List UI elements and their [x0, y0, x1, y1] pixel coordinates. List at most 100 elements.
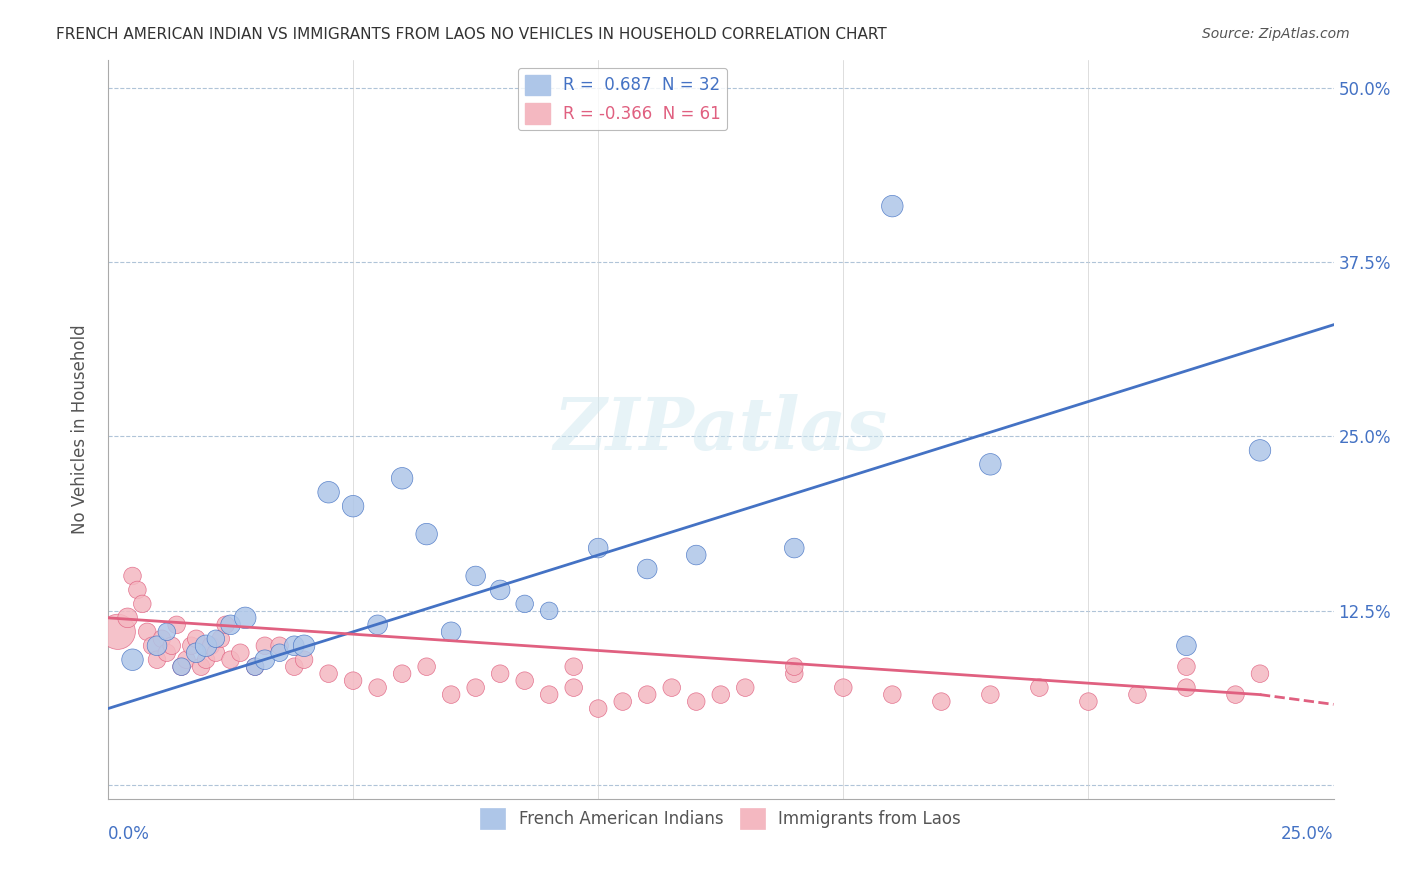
Point: [636, 562, 658, 576]
Point: [1126, 688, 1149, 702]
Point: [586, 541, 609, 555]
Point: [562, 659, 585, 673]
Point: [1175, 639, 1198, 653]
Text: 25.0%: 25.0%: [1281, 825, 1333, 843]
Point: [882, 688, 904, 702]
Point: [538, 604, 561, 618]
Point: [269, 646, 291, 660]
Point: [141, 639, 163, 653]
Point: [269, 639, 291, 653]
Point: [205, 632, 228, 646]
Point: [367, 681, 389, 695]
Point: [150, 632, 173, 646]
Point: [1077, 695, 1099, 709]
Point: [979, 688, 1001, 702]
Point: [283, 639, 305, 653]
Point: [367, 617, 389, 632]
Point: [489, 582, 512, 597]
Point: [292, 653, 315, 667]
Point: [783, 666, 806, 681]
Point: [513, 673, 536, 688]
Point: [190, 659, 212, 673]
Point: [219, 617, 242, 632]
Point: [1249, 666, 1271, 681]
Point: [734, 681, 756, 695]
Point: [146, 653, 169, 667]
Point: [931, 695, 953, 709]
Point: [415, 527, 437, 541]
Point: [156, 646, 179, 660]
Point: [214, 617, 236, 632]
Point: [612, 695, 634, 709]
Point: [233, 611, 256, 625]
Point: [180, 639, 202, 653]
Point: [685, 695, 707, 709]
Point: [979, 458, 1001, 472]
Point: [170, 659, 193, 673]
Point: [513, 597, 536, 611]
Point: [121, 569, 143, 583]
Point: [243, 659, 266, 673]
Point: [176, 653, 198, 667]
Point: [117, 611, 139, 625]
Point: [440, 688, 463, 702]
Point: [391, 666, 413, 681]
Point: [1249, 443, 1271, 458]
Point: [186, 632, 208, 646]
Point: [127, 582, 149, 597]
Point: [121, 653, 143, 667]
Point: [107, 624, 129, 639]
Point: [464, 681, 486, 695]
Point: [318, 666, 340, 681]
Text: FRENCH AMERICAN INDIAN VS IMMIGRANTS FROM LAOS NO VEHICLES IN HOUSEHOLD CORRELAT: FRENCH AMERICAN INDIAN VS IMMIGRANTS FRO…: [56, 27, 887, 42]
Text: ZIPatlas: ZIPatlas: [554, 394, 887, 465]
Point: [342, 673, 364, 688]
Point: [586, 701, 609, 715]
Point: [186, 646, 208, 660]
Point: [146, 639, 169, 653]
Point: [253, 653, 276, 667]
Point: [243, 659, 266, 673]
Point: [1175, 681, 1198, 695]
Point: [538, 688, 561, 702]
Point: [318, 485, 340, 500]
Point: [710, 688, 733, 702]
Point: [229, 646, 252, 660]
Point: [636, 688, 658, 702]
Point: [661, 681, 683, 695]
Point: [685, 548, 707, 562]
Point: [195, 653, 218, 667]
Point: [283, 659, 305, 673]
Point: [195, 639, 218, 653]
Point: [783, 659, 806, 673]
Point: [131, 597, 153, 611]
Point: [170, 659, 193, 673]
Point: [832, 681, 855, 695]
Point: [1028, 681, 1050, 695]
Point: [489, 666, 512, 681]
Point: [253, 639, 276, 653]
Point: [200, 639, 222, 653]
Point: [292, 639, 315, 653]
Text: Source: ZipAtlas.com: Source: ZipAtlas.com: [1202, 27, 1350, 41]
Point: [205, 646, 228, 660]
Point: [209, 632, 232, 646]
Point: [391, 471, 413, 485]
Point: [783, 541, 806, 555]
Point: [882, 199, 904, 213]
Point: [464, 569, 486, 583]
Legend: French American Indians, Immigrants from Laos: French American Indians, Immigrants from…: [474, 802, 967, 835]
Point: [342, 499, 364, 513]
Point: [160, 639, 183, 653]
Point: [166, 617, 188, 632]
Point: [1175, 659, 1198, 673]
Y-axis label: No Vehicles in Household: No Vehicles in Household: [72, 325, 89, 534]
Point: [136, 624, 159, 639]
Text: 0.0%: 0.0%: [108, 825, 150, 843]
Point: [440, 624, 463, 639]
Point: [415, 659, 437, 673]
Point: [1225, 688, 1247, 702]
Point: [219, 653, 242, 667]
Point: [156, 624, 179, 639]
Point: [562, 681, 585, 695]
